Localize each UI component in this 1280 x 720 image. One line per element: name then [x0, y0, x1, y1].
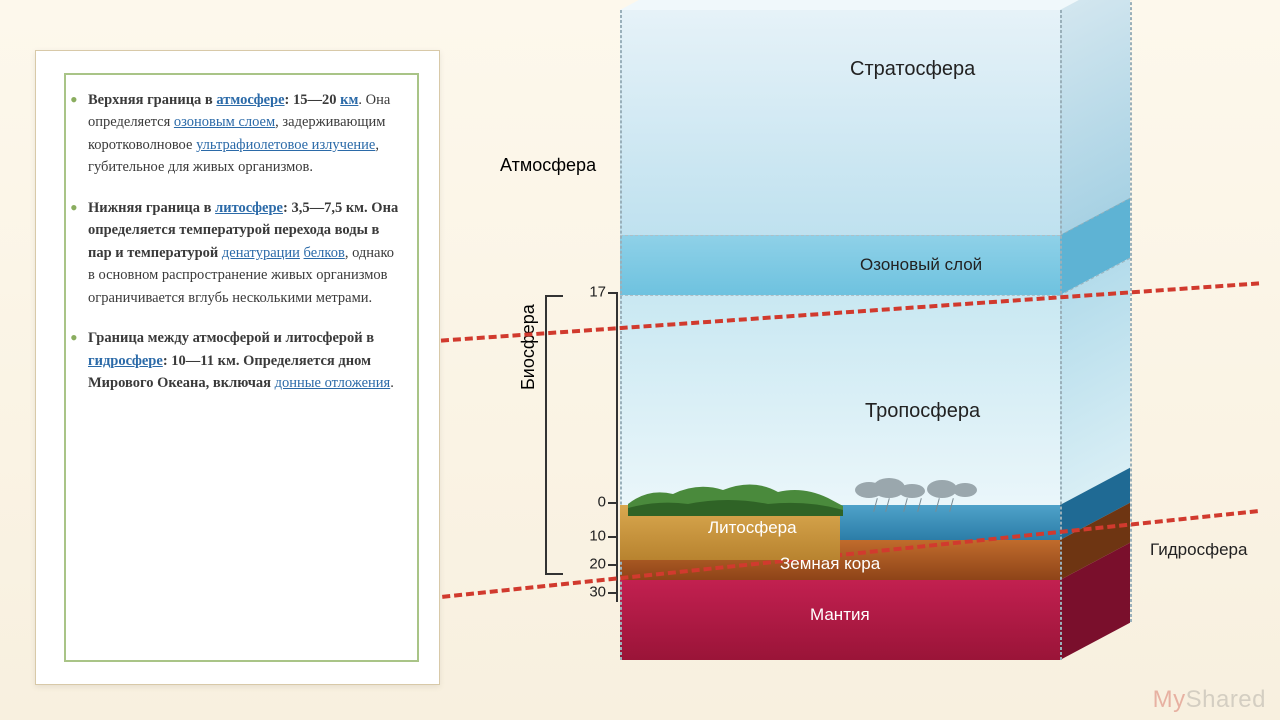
label-lithosphere: Литосфера: [708, 518, 797, 538]
edge-front-right: [1060, 10, 1062, 660]
axis-tick-label: 10: [589, 528, 606, 545]
layer-troposphere: [620, 295, 1060, 505]
label-atmosphere: Атмосфера: [500, 155, 596, 176]
label-troposphere: Тропосфера: [865, 400, 980, 423]
axis-tick: [608, 502, 618, 504]
label-mantle: Мантия: [810, 605, 870, 625]
axis-tick: [608, 536, 618, 538]
ridge-ozone-top: [620, 235, 1060, 236]
layer-ozone: [620, 235, 1060, 295]
axis-line: [616, 292, 618, 602]
watermark-shared: Shared: [1186, 686, 1266, 713]
bullet-upper-boundary: Верхняя граница в атмосфере: 15—20 км. О…: [88, 89, 403, 179]
bold-text: Верхняя граница в: [88, 92, 216, 108]
axis-tick-label: 20: [589, 556, 606, 573]
edge-front-left: [620, 10, 622, 660]
axis-tick-label: 0: [598, 494, 606, 511]
link-denaturation[interactable]: денатурации: [222, 245, 300, 261]
bullet-lower-boundary: Нижняя граница в литосфере: 3,5—7,5 км. …: [88, 197, 403, 309]
label-hydrosphere: Гидросфера: [1150, 540, 1247, 560]
text-panel: Верхняя граница в атмосфере: 15—20 км. О…: [35, 50, 440, 685]
axis-tick: [608, 292, 618, 294]
depth-axis: 170102030: [578, 292, 618, 602]
link-lithosphere[interactable]: литосфере: [215, 200, 283, 216]
link-km[interactable]: км: [340, 92, 358, 108]
label-ozone: Озоновый слой: [860, 255, 982, 275]
clouds-icon: [855, 478, 995, 508]
link-ozone-layer[interactable]: озоновым слоем: [174, 114, 275, 130]
biosphere-diagram: Атмосфера Биосфера 17 0 10 20 30: [490, 10, 1260, 710]
watermark: MyShared: [1153, 686, 1266, 714]
link-uv[interactable]: ультрафиолетовое излучение: [196, 137, 375, 153]
land-icon: [628, 476, 843, 516]
link-sediments[interactable]: донные отложения: [275, 375, 391, 391]
label-stratosphere: Стратосфера: [850, 58, 975, 81]
watermark-my: My: [1153, 686, 1186, 713]
layer-stratosphere: [620, 10, 1060, 235]
link-atmosphere[interactable]: атмосфере: [216, 92, 284, 108]
axis-tick-label: 30: [589, 584, 606, 601]
axis-tick: [608, 592, 618, 594]
biosphere-bracket: [545, 295, 563, 575]
label-biosphere: Биосфера: [518, 304, 539, 390]
axis-tick-label: 17: [589, 284, 606, 301]
axis-tick: [608, 564, 618, 566]
cube-top-face: [620, 0, 1131, 10]
link-hydrosphere[interactable]: гидросфере: [88, 353, 163, 369]
edge-back-right: [1130, 0, 1132, 622]
side-stratosphere: [1060, 0, 1130, 235]
ridge-tropo-top: [620, 295, 1060, 296]
bullet-list: Верхняя граница в атмосфере: 15—20 км. О…: [88, 89, 403, 395]
label-crust: Земная кора: [780, 554, 880, 574]
link-proteins[interactable]: белков: [304, 245, 345, 261]
text-panel-inner: Верхняя граница в атмосфере: 15—20 км. О…: [64, 73, 419, 662]
cube: Стратосфера Озоновый слой Тропосфера Лит…: [620, 10, 1140, 660]
bullet-hydro-boundary: Граница между атмосферой и литосферой в …: [88, 327, 403, 394]
